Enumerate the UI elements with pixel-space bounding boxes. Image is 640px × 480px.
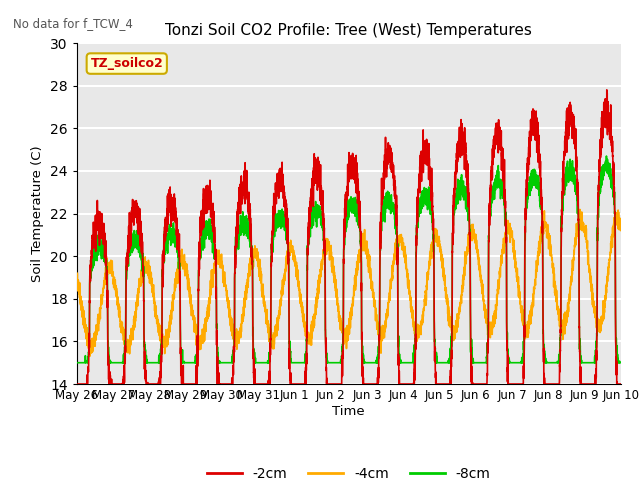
Y-axis label: Soil Temperature (C): Soil Temperature (C) [31,145,44,282]
Title: Tonzi Soil CO2 Profile: Tree (West) Temperatures: Tonzi Soil CO2 Profile: Tree (West) Temp… [165,23,532,38]
Text: TZ_soilco2: TZ_soilco2 [90,57,163,70]
Text: No data for f_TCW_4: No data for f_TCW_4 [13,17,132,30]
X-axis label: Time: Time [333,405,365,418]
Legend: -2cm, -4cm, -8cm: -2cm, -4cm, -8cm [202,461,496,480]
